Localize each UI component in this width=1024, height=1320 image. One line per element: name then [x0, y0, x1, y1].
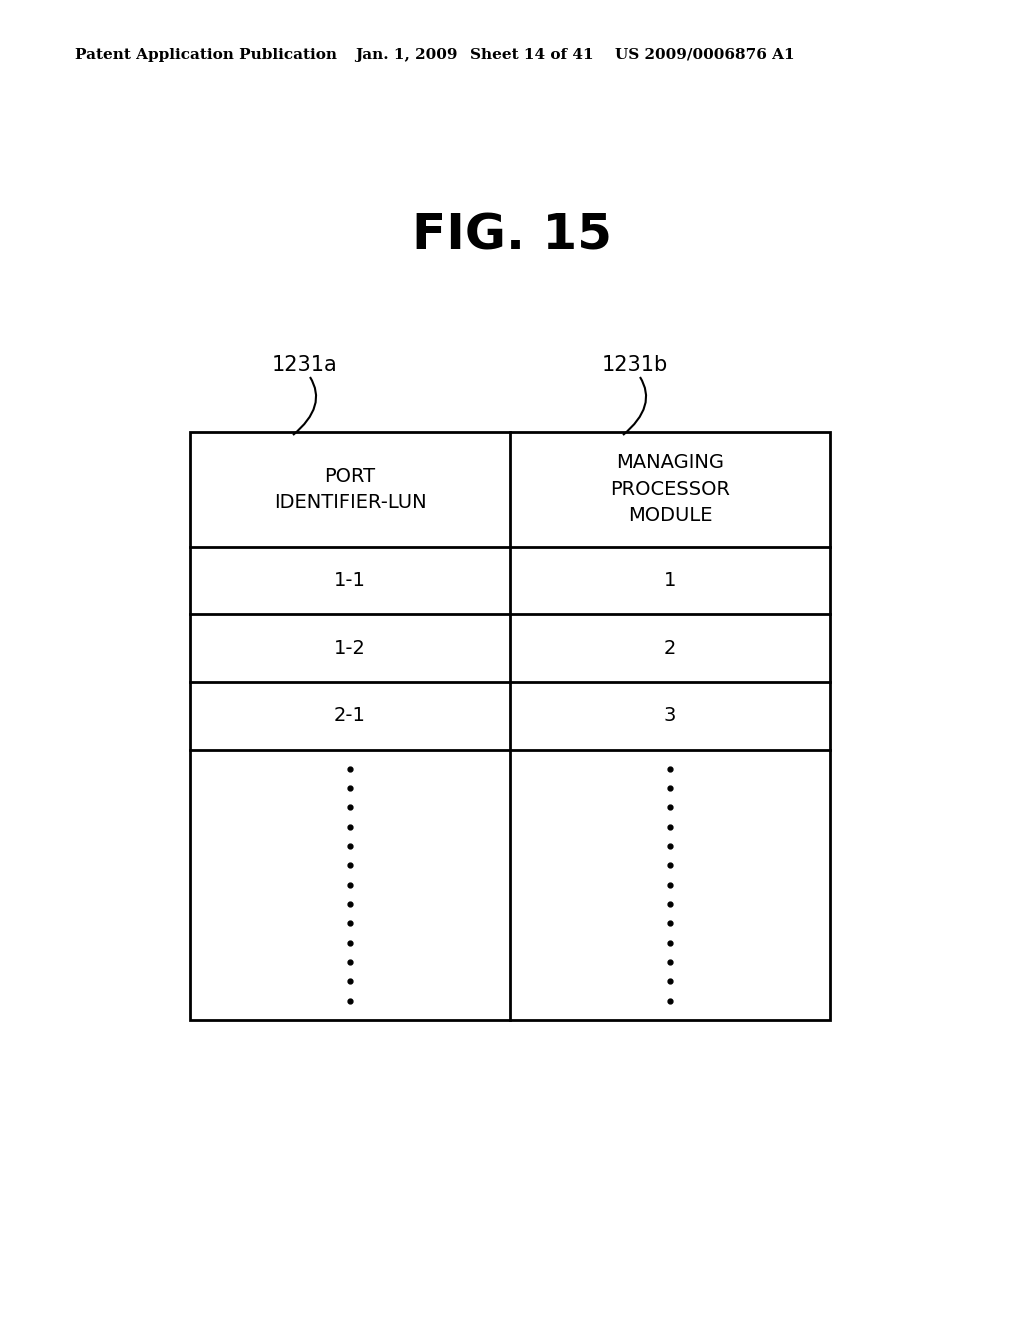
- Text: FIG. 15: FIG. 15: [412, 211, 612, 259]
- Text: 2-1: 2-1: [334, 706, 366, 725]
- Text: US 2009/0006876 A1: US 2009/0006876 A1: [615, 48, 795, 62]
- Text: Patent Application Publication: Patent Application Publication: [75, 48, 337, 62]
- Text: 1: 1: [664, 572, 676, 590]
- Text: PORT
IDENTIFIER-LUN: PORT IDENTIFIER-LUN: [273, 466, 426, 512]
- Text: Sheet 14 of 41: Sheet 14 of 41: [470, 48, 594, 62]
- Text: 2: 2: [664, 639, 676, 657]
- Text: 1-2: 1-2: [334, 639, 366, 657]
- Text: 3: 3: [664, 706, 676, 725]
- Text: MANAGING
PROCESSOR
MODULE: MANAGING PROCESSOR MODULE: [610, 453, 730, 525]
- Text: 1231b: 1231b: [602, 355, 668, 375]
- Text: Jan. 1, 2009: Jan. 1, 2009: [355, 48, 458, 62]
- Bar: [190, 432, 830, 1020]
- Text: 1231a: 1231a: [272, 355, 338, 375]
- Text: 1-1: 1-1: [334, 572, 366, 590]
